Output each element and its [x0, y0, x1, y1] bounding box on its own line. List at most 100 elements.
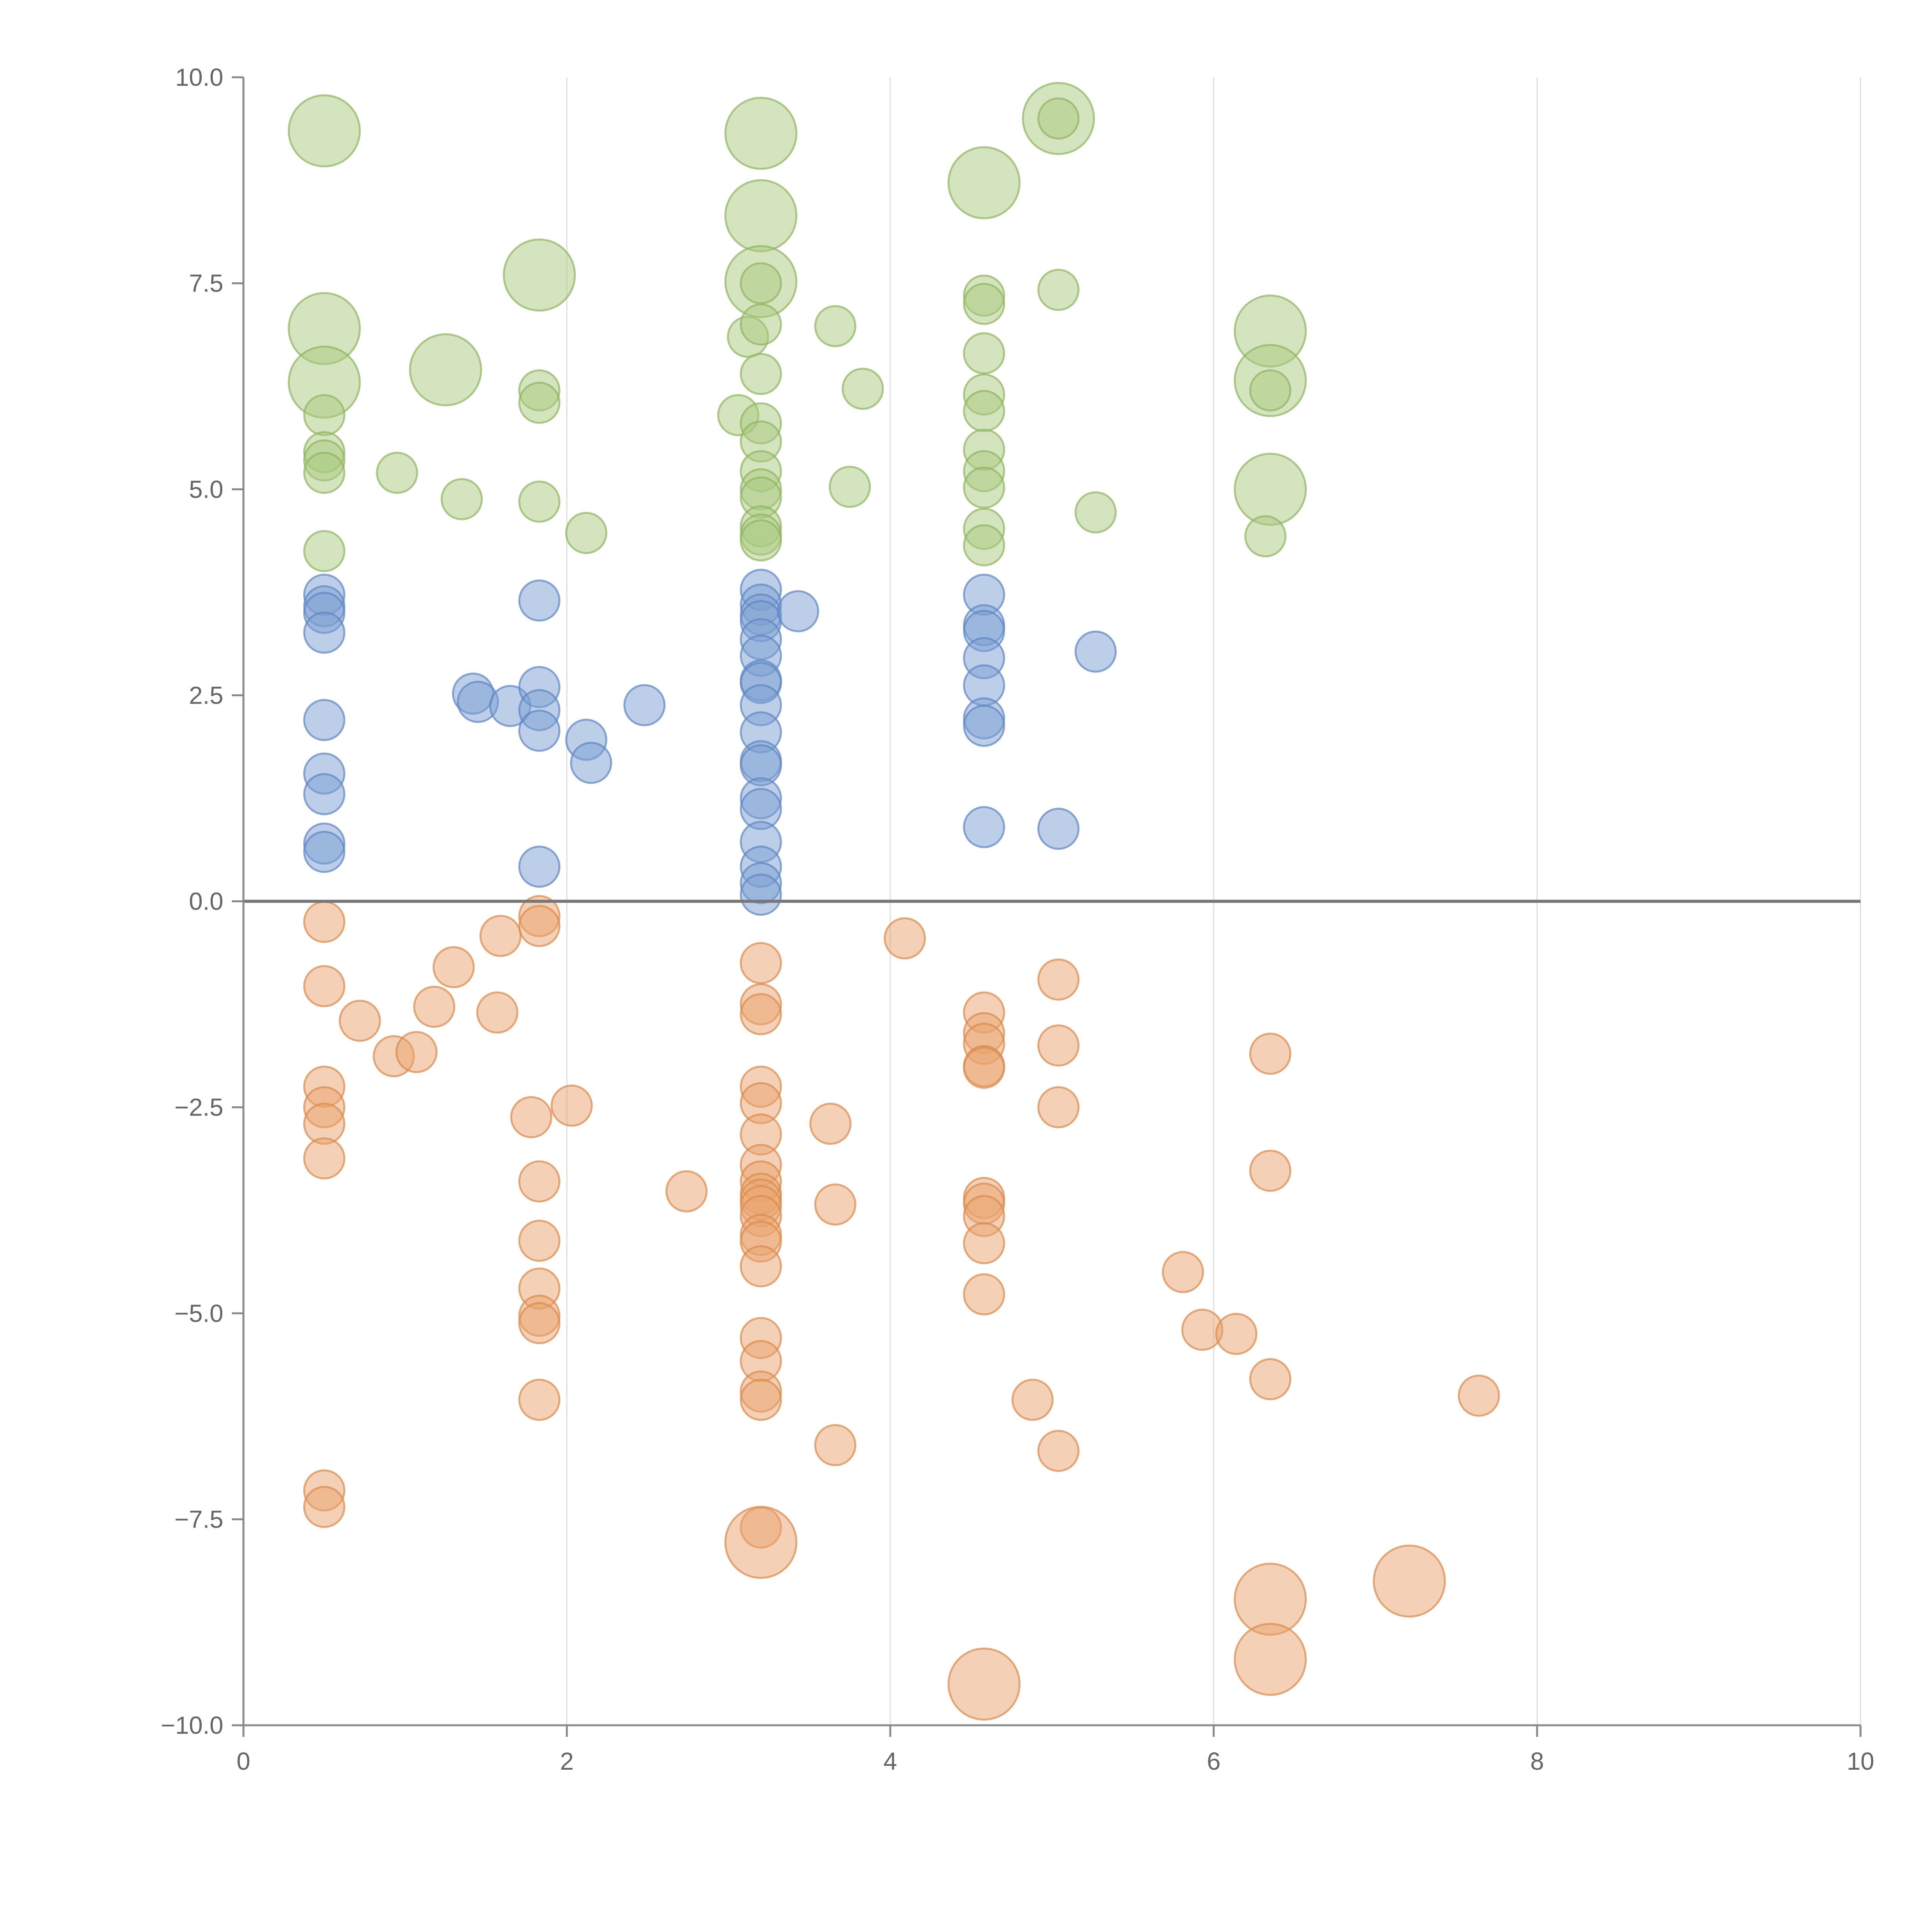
point-orange-69: [1215, 1313, 1258, 1355]
point-blue-3: [303, 611, 345, 654]
point-orange-10: [395, 1031, 438, 1073]
y-tick-label-6: −5.0: [175, 1299, 223, 1327]
point-green-8: [376, 452, 418, 494]
point-orange-14: [479, 915, 522, 957]
point-green-7: [303, 530, 345, 572]
x-tick-label-3: 6: [1207, 1747, 1221, 1775]
point-green-38: [963, 332, 1005, 374]
point-orange-62: [1011, 1379, 1054, 1421]
point-orange-66: [1037, 1430, 1080, 1472]
point-green-31: [740, 519, 782, 561]
point-green-21: [740, 262, 782, 304]
point-orange-70: [1249, 1032, 1291, 1075]
point-orange-23: [518, 1379, 561, 1421]
point-orange-49: [814, 1424, 857, 1466]
point-blue-18: [570, 742, 612, 784]
point-blue-47: [1037, 808, 1080, 850]
x-tick-label-1: 2: [560, 1747, 574, 1775]
y-tick-label-2: 5.0: [189, 475, 223, 503]
point-green-32: [814, 305, 857, 347]
point-orange-74: [1233, 1622, 1307, 1696]
point-orange-46: [724, 1506, 798, 1579]
point-orange-71: [1249, 1150, 1291, 1192]
point-green-14: [518, 480, 561, 523]
y-tick-label-1: 7.5: [189, 269, 223, 297]
point-orange-67: [1162, 1251, 1204, 1293]
point-orange-11: [413, 985, 456, 1028]
point-green-6: [303, 452, 345, 494]
point-green-0: [287, 94, 361, 168]
point-green-49: [1074, 491, 1117, 534]
point-orange-61: [947, 1647, 1021, 1721]
point-orange-60: [963, 1273, 1005, 1316]
point-blue-37: [740, 873, 782, 916]
point-green-53: [1233, 452, 1307, 526]
point-green-19: [724, 179, 798, 252]
point-orange-7: [303, 1486, 345, 1528]
point-orange-26: [740, 942, 782, 984]
point-orange-1: [303, 965, 345, 1007]
point-green-10: [440, 478, 483, 520]
point-green-34: [842, 367, 884, 410]
point-blue-8: [303, 831, 345, 873]
y-tick-label-8: −10.0: [161, 1711, 223, 1739]
point-blue-45: [963, 704, 1005, 747]
point-orange-18: [518, 1160, 561, 1203]
point-orange-75: [1372, 1544, 1446, 1618]
point-blue-46: [963, 806, 1005, 849]
point-orange-50: [884, 917, 926, 959]
point-orange-59: [963, 1222, 1005, 1264]
y-tick-label-5: −2.5: [175, 1094, 223, 1121]
point-blue-12: [518, 579, 561, 622]
point-green-48: [1037, 269, 1080, 311]
point-green-9: [409, 333, 482, 406]
point-blue-19: [623, 684, 666, 726]
point-green-13: [518, 381, 561, 424]
point-green-33: [828, 466, 871, 508]
point-orange-63: [1037, 958, 1080, 1001]
point-green-18: [724, 97, 798, 170]
point-orange-76: [1458, 1374, 1500, 1417]
point-orange-40: [740, 1245, 782, 1287]
point-orange-48: [814, 1183, 857, 1226]
point-orange-44: [740, 1379, 782, 1421]
point-orange-15: [510, 1096, 553, 1138]
x-tick-label-4: 8: [1530, 1747, 1544, 1775]
point-orange-72: [1249, 1358, 1291, 1400]
point-orange-5: [303, 1137, 345, 1180]
point-green-15: [565, 512, 607, 554]
point-orange-64: [1037, 1024, 1080, 1067]
x-tick-label-2: 4: [883, 1747, 897, 1775]
y-tick-label-4: 0.0: [189, 888, 223, 915]
point-orange-17: [518, 905, 561, 947]
point-green-22: [740, 303, 782, 346]
point-green-43: [963, 466, 1005, 509]
y-tick-label-7: −7.5: [175, 1505, 223, 1533]
y-tick-label-3: 2.5: [189, 681, 223, 709]
point-orange-22: [518, 1302, 561, 1344]
point-blue-48: [1074, 630, 1117, 673]
y-tick-label-0: 10.0: [175, 63, 223, 91]
point-green-11: [503, 238, 576, 312]
axes: [232, 76, 1862, 1737]
point-orange-47: [809, 1102, 852, 1145]
point-blue-6: [303, 773, 345, 815]
x-tick-label-5: 10: [1847, 1747, 1874, 1775]
point-green-54: [1244, 515, 1287, 558]
point-green-40: [963, 390, 1005, 432]
point-blue-4: [303, 699, 345, 741]
point-green-52: [1249, 369, 1291, 412]
point-green-47: [1037, 97, 1080, 140]
point-orange-28: [740, 993, 782, 1036]
point-blue-38: [777, 590, 819, 633]
x-tick-label-0: 0: [236, 1747, 250, 1775]
data-points: [287, 82, 1500, 1721]
point-orange-8: [338, 1000, 381, 1042]
point-green-23: [740, 353, 782, 395]
point-orange-55: [963, 1046, 1005, 1089]
point-orange-65: [1037, 1086, 1080, 1129]
point-blue-16: [518, 845, 561, 888]
point-orange-25: [665, 1170, 708, 1213]
point-green-35: [947, 146, 1021, 219]
